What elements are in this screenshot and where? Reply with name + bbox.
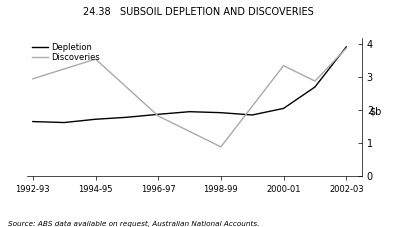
Depletion [312, 86, 317, 88]
Line: Discoveries: Discoveries [33, 48, 346, 147]
Text: Source: ABS data available on request, Australian National Accounts.: Source: ABS data available on request, A… [8, 221, 259, 227]
Discoveries [344, 47, 349, 49]
Discoveries [281, 64, 286, 67]
Depletion [31, 120, 35, 123]
Depletion [62, 121, 67, 124]
Y-axis label: $b: $b [370, 107, 382, 117]
Discoveries [156, 115, 160, 117]
Depletion [218, 111, 223, 114]
Discoveries [31, 77, 35, 80]
Text: 24.38   SUBSOIL DEPLETION AND DISCOVERIES: 24.38 SUBSOIL DEPLETION AND DISCOVERIES [83, 7, 314, 17]
Depletion [344, 46, 349, 48]
Discoveries [312, 80, 317, 82]
Depletion [281, 107, 286, 110]
Depletion [187, 110, 192, 113]
Discoveries [218, 146, 223, 148]
Depletion [250, 114, 254, 116]
Discoveries [93, 58, 98, 60]
Depletion [125, 116, 129, 119]
Depletion [93, 118, 98, 121]
Legend: Depletion, Discoveries: Depletion, Discoveries [31, 42, 101, 63]
Depletion [156, 113, 160, 116]
Line: Depletion: Depletion [33, 47, 346, 123]
